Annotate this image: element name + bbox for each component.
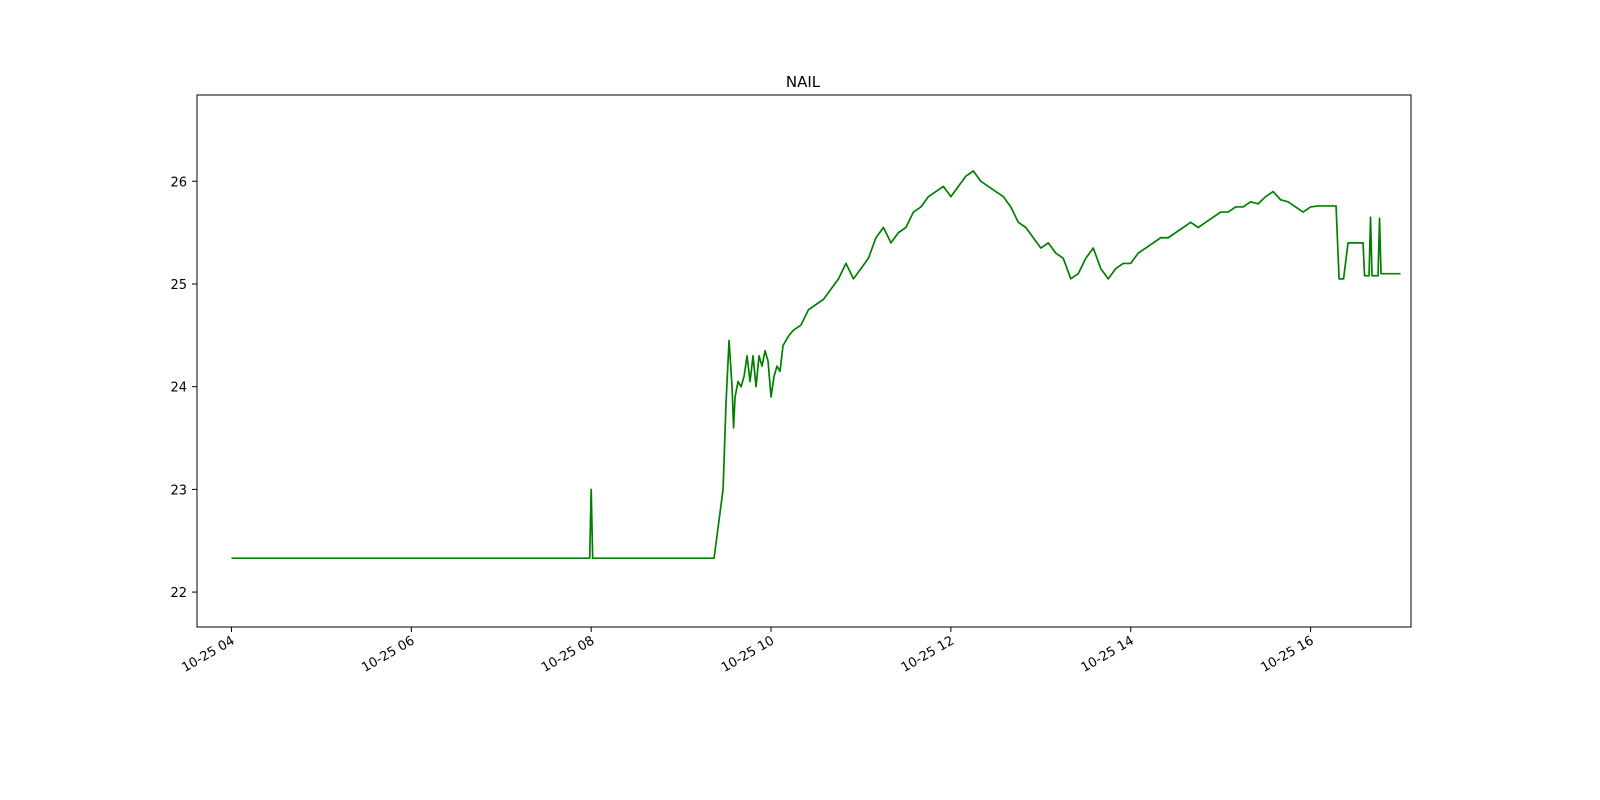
plot-frame — [196, 94, 1412, 628]
x-tick-label: 10-25 14 — [1079, 633, 1137, 675]
y-tick-label: 23 — [170, 483, 187, 498]
y-tick-label: 22 — [170, 586, 187, 601]
x-tick-label: 10-25 16 — [1258, 633, 1316, 675]
y-tick-label: 26 — [170, 175, 187, 190]
x-tick-label: 10-25 12 — [899, 633, 957, 675]
series-group — [231, 170, 1401, 560]
y-tick-label: 24 — [170, 381, 187, 396]
chart-title: NAIL — [786, 73, 821, 91]
y-tick-label: 25 — [170, 278, 187, 293]
y-axis: 22 23 24 25 26 — [170, 175, 197, 601]
x-tick-label: 10-25 08 — [539, 633, 597, 675]
x-axis: 10-25 04 10-25 06 10-25 08 10-25 10 10-25 12… — [179, 627, 1317, 676]
x-tick-label: 10-25 10 — [719, 633, 777, 675]
x-tick-label: 10-25 04 — [179, 633, 237, 675]
x-tick-label: 10-25 06 — [359, 633, 417, 675]
series-line — [231, 170, 1401, 560]
